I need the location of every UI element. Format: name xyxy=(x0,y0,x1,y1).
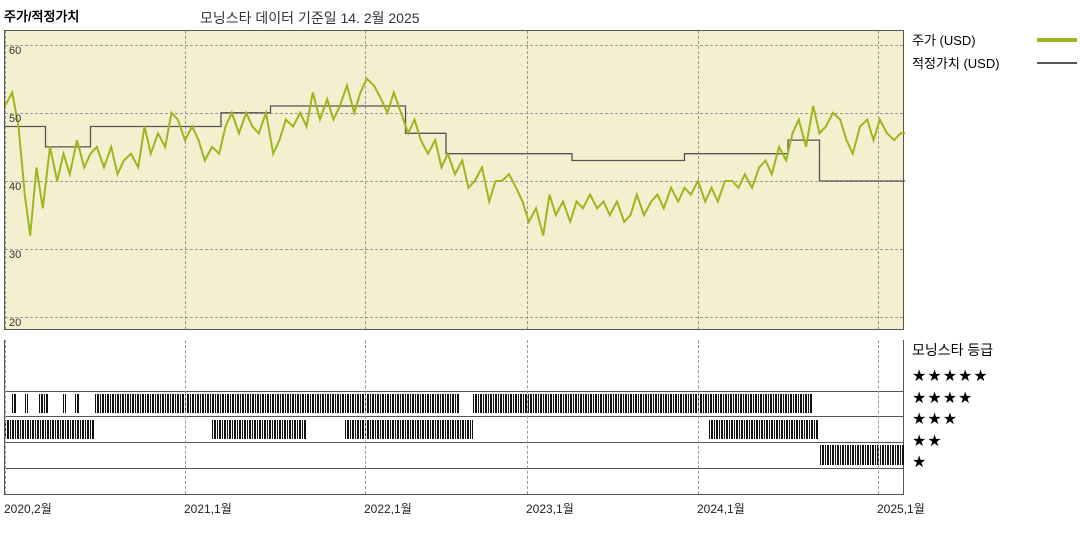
rating-bar xyxy=(473,394,813,414)
rating-star-row: ★★★★ xyxy=(912,388,1077,410)
rating-bar xyxy=(212,420,307,440)
legend-fair-label: 적정가치 (USD) xyxy=(912,53,1000,72)
x-tick-label: 2021,1월 xyxy=(184,500,232,517)
gridline-v xyxy=(185,340,186,494)
rating-bar xyxy=(5,420,95,440)
chart-title: 주가/적정가치 xyxy=(4,6,79,25)
rating-legend: 모닝스타 등급 ★★★★★★★★★★★★★★★ xyxy=(912,340,1077,474)
rating-bar xyxy=(39,394,48,414)
rating-bar xyxy=(709,420,820,440)
chart-legend: 주가 (USD) 적정가치 (USD) xyxy=(912,30,1077,76)
price-chart: 60 50 40 30 20 xyxy=(4,30,904,330)
legend-fair: 적정가치 (USD) xyxy=(912,53,1077,72)
rating-star-row: ★★★ xyxy=(912,409,1077,431)
legend-price-swatch xyxy=(1037,38,1077,42)
gridline-v xyxy=(365,340,366,494)
gridline-v xyxy=(698,340,699,494)
series-line xyxy=(5,79,905,236)
x-tick-label: 2025,1월 xyxy=(877,500,925,517)
y-tick-label: 40 xyxy=(9,181,21,193)
rating-star-row: ★★ xyxy=(912,431,1077,453)
legend-fair-swatch xyxy=(1037,62,1077,64)
x-tick-label: 2020,2월 xyxy=(4,500,52,517)
rating-chart xyxy=(4,340,904,495)
rating-row xyxy=(5,392,903,418)
rating-bar xyxy=(75,394,79,414)
x-tick-label: 2023,1월 xyxy=(526,500,574,517)
legend-price-label: 주가 (USD) xyxy=(912,30,976,49)
rating-bar xyxy=(820,445,906,465)
rating-row xyxy=(5,443,903,469)
rating-legend-title: 모닝스타 등급 xyxy=(912,340,1077,360)
rating-bar xyxy=(63,394,67,414)
gridline-v xyxy=(5,340,6,494)
rating-bar xyxy=(25,394,29,414)
rating-row xyxy=(5,469,903,495)
rating-row xyxy=(5,418,903,444)
legend-price: 주가 (USD) xyxy=(912,30,1077,49)
y-tick-label: 60 xyxy=(9,45,21,57)
rating-star-row: ★ xyxy=(912,452,1077,474)
gridline-v xyxy=(878,340,879,494)
rating-bar xyxy=(12,394,16,414)
chart-subtitle: 모닝스타 데이터 기준일 14. 2월 2025 xyxy=(200,8,420,28)
gridline-v xyxy=(527,340,528,494)
chart-lines xyxy=(5,31,905,331)
rating-bar xyxy=(95,394,460,414)
x-tick-label: 2022,1월 xyxy=(364,500,412,517)
rating-star-row: ★★★★★ xyxy=(912,366,1077,388)
rating-row xyxy=(5,366,903,392)
y-tick-label: 30 xyxy=(9,249,21,261)
x-tick-label: 2024,1월 xyxy=(697,500,745,517)
y-tick-label: 50 xyxy=(9,113,21,125)
y-tick-label: 20 xyxy=(9,317,21,329)
